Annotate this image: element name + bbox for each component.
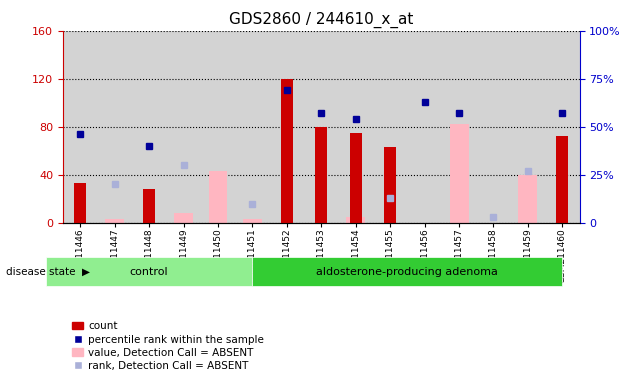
- Bar: [338, 31, 373, 223]
- Bar: [243, 219, 262, 223]
- Bar: [235, 31, 270, 223]
- Bar: [442, 31, 476, 223]
- Text: aldosterone-producing adenoma: aldosterone-producing adenoma: [316, 266, 498, 277]
- Bar: [373, 31, 408, 223]
- Bar: [350, 133, 362, 223]
- Legend: count, percentile rank within the sample, value, Detection Call = ABSENT, rank, : count, percentile rank within the sample…: [68, 317, 268, 375]
- Bar: [556, 136, 568, 223]
- Text: control: control: [130, 266, 168, 277]
- Bar: [545, 31, 580, 223]
- Bar: [132, 31, 166, 223]
- Bar: [166, 31, 201, 223]
- Bar: [518, 175, 537, 223]
- Bar: [281, 79, 293, 223]
- Bar: [315, 127, 328, 223]
- Bar: [270, 31, 304, 223]
- Bar: [74, 183, 86, 223]
- Bar: [201, 31, 235, 223]
- Bar: [346, 217, 365, 223]
- Bar: [98, 31, 132, 223]
- Bar: [384, 147, 396, 223]
- Bar: [143, 189, 155, 223]
- Title: GDS2860 / 244610_x_at: GDS2860 / 244610_x_at: [229, 12, 413, 28]
- Bar: [476, 31, 511, 223]
- Text: disease state  ▶: disease state ▶: [6, 266, 90, 277]
- Bar: [304, 31, 338, 223]
- Bar: [209, 171, 227, 223]
- Bar: [63, 31, 98, 223]
- Bar: [105, 219, 124, 223]
- Bar: [511, 31, 545, 223]
- Bar: [174, 213, 193, 223]
- Bar: [450, 124, 469, 223]
- Bar: [408, 31, 442, 223]
